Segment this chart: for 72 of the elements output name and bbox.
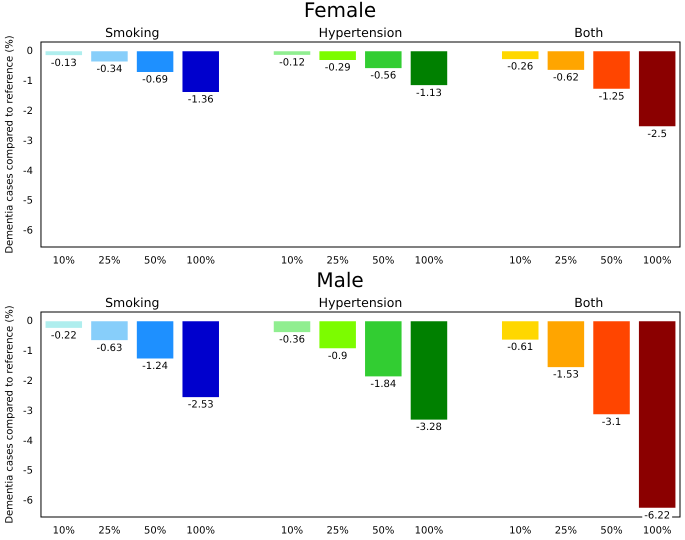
data-label: -0.56 [370, 70, 396, 82]
chart-title: Male [316, 268, 364, 292]
y-tick-label: -6 [22, 496, 33, 507]
y-axis-title: Dementia cases compared to reference (%) [4, 305, 16, 524]
data-label: -3.1 [602, 416, 622, 428]
text: Both [574, 295, 604, 310]
y-tick-label: 0 [26, 316, 33, 327]
data-label: -0.26 [507, 62, 534, 73]
y-tick-label: -4 [22, 166, 33, 177]
x-tick-label: 100% [642, 526, 672, 537]
x-tick-label: 50% [144, 526, 166, 537]
y-tick-label: -1 [22, 76, 33, 87]
data-label: -3.28 [416, 422, 442, 434]
data-label: -0.12 [279, 57, 305, 68]
y-tick-label: -6 [22, 226, 33, 237]
y-axis-title: Dementia cases compared to reference (%) [4, 35, 16, 254]
y-tick-label: -2 [22, 376, 33, 387]
x-tick-label: 100% [642, 256, 672, 267]
x-tick-label: 25% [326, 256, 349, 267]
data-label: -0.36 [279, 334, 305, 346]
data-label: -0.29 [324, 62, 351, 74]
x-tick-label: 10% [280, 256, 304, 267]
data-label: -0.34 [96, 64, 122, 76]
x-tick-label: 100% [186, 526, 216, 537]
x-tick-label: 100% [186, 256, 216, 267]
x-tick-label: 50% [372, 256, 394, 267]
data-label: -6.22 [644, 510, 670, 522]
data-label: -0.63 [96, 342, 122, 354]
y-tick-label: -3 [22, 136, 33, 147]
data-label: -0.62 [552, 72, 579, 84]
data-label: -0.9 [328, 350, 348, 362]
x-tick-label: 50% [144, 256, 166, 267]
data-label: -0.61 [507, 342, 534, 354]
y-tick-label: -2 [22, 106, 33, 117]
x-tick-label: 10% [509, 526, 532, 537]
y-tick-label: 0 [26, 46, 33, 57]
data-label: -1.25 [598, 91, 624, 102]
data-label: -1.84 [370, 379, 396, 390]
text: Hypertension [318, 295, 402, 310]
text: Both [574, 25, 604, 40]
data-label: -1.36 [188, 94, 214, 106]
data-label: -1.13 [416, 88, 442, 99]
x-tick-label: 10% [52, 526, 75, 537]
y-tick-label: -1 [22, 346, 33, 357]
x-tick-label: 25% [98, 526, 121, 537]
data-label: -2.53 [188, 400, 214, 411]
x-tick-label: 25% [98, 256, 121, 267]
x-tick-label: 50% [372, 526, 394, 537]
x-tick-label: 100% [414, 526, 444, 537]
text: Smoking [105, 25, 160, 40]
data-label: -0.22 [50, 330, 77, 342]
x-tick-label: 100% [414, 256, 444, 267]
y-tick-label: -5 [22, 196, 33, 207]
data-label: -2.5 [647, 128, 667, 140]
data-label: -0.69 [142, 74, 168, 86]
text: Hypertension [318, 25, 402, 40]
y-tick-label: -3 [22, 406, 33, 417]
x-tick-label: 50% [600, 526, 623, 537]
x-tick-label: 25% [554, 526, 578, 537]
x-tick-label: 10% [280, 526, 304, 537]
text: Smoking [105, 295, 160, 310]
y-tick-label: -5 [22, 466, 33, 477]
x-tick-label: 25% [326, 526, 349, 537]
y-tick-label: -4 [22, 436, 33, 447]
x-tick-label: 10% [509, 256, 532, 267]
chart-title: Female [304, 0, 376, 22]
x-tick-label: 25% [554, 256, 578, 267]
data-label: -1.24 [142, 361, 168, 372]
data-label: -0.13 [50, 58, 77, 69]
x-tick-label: 10% [52, 256, 75, 267]
x-tick-label: 50% [600, 256, 623, 267]
data-label: -1.53 [552, 370, 579, 381]
